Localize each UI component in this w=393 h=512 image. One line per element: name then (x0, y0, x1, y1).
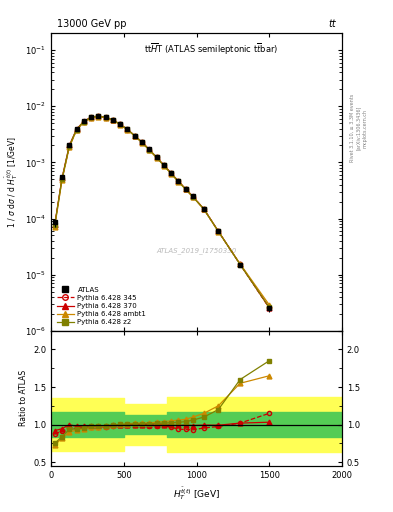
Text: mcplots.cern.ch: mcplots.cern.ch (362, 109, 367, 147)
Text: [arXiv:1306.3436]: [arXiv:1306.3436] (356, 106, 361, 150)
Y-axis label: Ratio to ATLAS: Ratio to ATLAS (18, 370, 28, 426)
X-axis label: $H_T^{\bar{t}(t)}$ [GeV]: $H_T^{\bar{t}(t)}$ [GeV] (173, 485, 220, 502)
Text: 13000 GeV pp: 13000 GeV pp (57, 19, 127, 29)
Text: Rivet 3.1.10, ≥ 3.3M events: Rivet 3.1.10, ≥ 3.3M events (350, 94, 355, 162)
Text: tt: tt (328, 19, 336, 29)
Y-axis label: 1 / $\sigma$ d$\sigma$ / d $H_T^{\bar{t}(t)}$ [1/GeV]: 1 / $\sigma$ d$\sigma$ / d $H_T^{\bar{t}… (3, 136, 20, 228)
Text: ATLAS_2019_I1750330: ATLAS_2019_I1750330 (156, 247, 237, 254)
Legend: ATLAS, Pythia 6.428 345, Pythia 6.428 370, Pythia 6.428 ambt1, Pythia 6.428 z2: ATLAS, Pythia 6.428 345, Pythia 6.428 37… (55, 285, 149, 327)
Text: tt$\overline{H}$T (ATLAS semileptonic t$\overline{t}$bar): tt$\overline{H}$T (ATLAS semileptonic t$… (144, 42, 278, 57)
